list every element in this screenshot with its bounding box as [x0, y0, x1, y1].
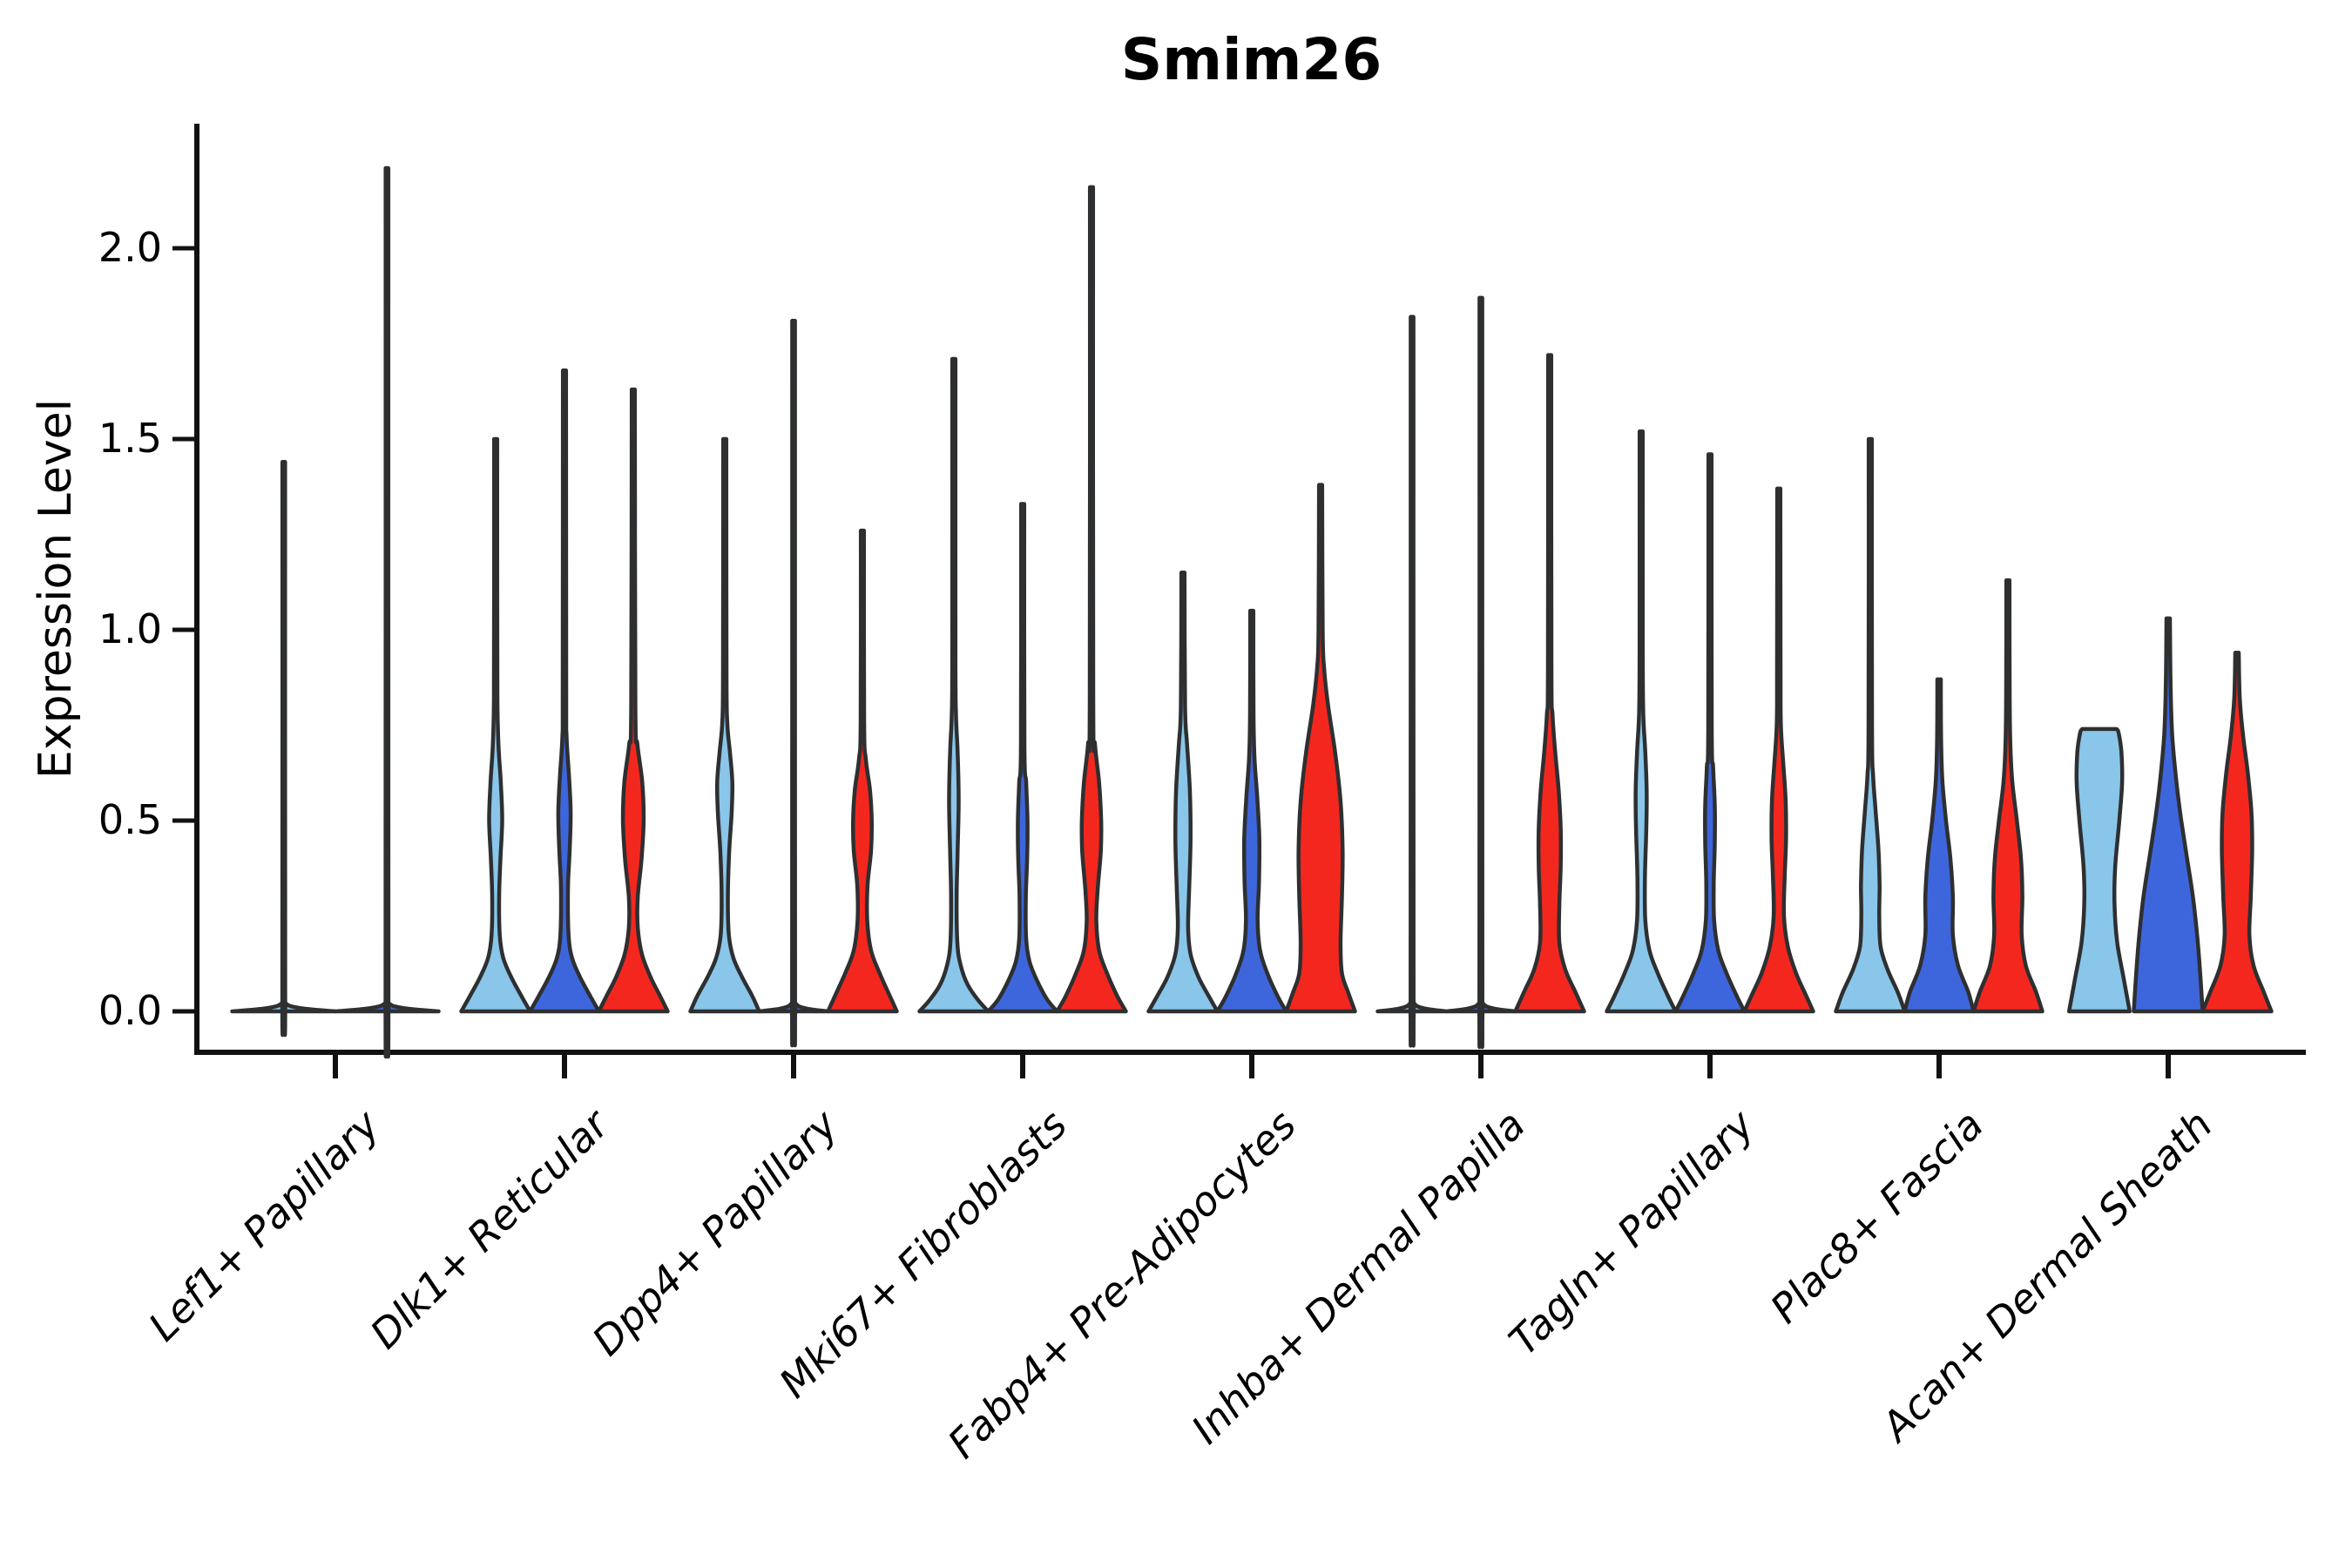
violin-royal_blue-plac8: [1903, 677, 1976, 1014]
y-tick-label: 1.0: [98, 605, 162, 652]
violin-red-plac8: [1971, 578, 2044, 1014]
violin-red-inhba: [1513, 353, 1586, 1014]
violin-red-mki67: [1055, 185, 1128, 1014]
violin-light_blue-inhba: [1375, 314, 1449, 1048]
violin-red-fabp4: [1284, 483, 1357, 1014]
violin-light_blue-plac8: [1834, 436, 1907, 1014]
violin-royal_blue-mki67: [986, 502, 1059, 1014]
violin-red-dlk1: [597, 387, 670, 1014]
violin-royal_blue-dpp4: [757, 318, 830, 1048]
violin-light_blue-dlk1: [459, 436, 532, 1014]
y-tick-label: 0.5: [98, 796, 162, 843]
violin-red-dpp4: [826, 528, 899, 1014]
violin-royal_blue-inhba: [1444, 295, 1517, 1050]
violin-light_blue-mki67: [917, 356, 990, 1014]
y-tick-label: 0.0: [98, 987, 162, 1034]
y-tick-label: 2.0: [98, 224, 162, 271]
violin-light_blue-lef1: [230, 460, 338, 1037]
violin-royal_blue-acan: [2132, 616, 2205, 1014]
violin-red-tagln: [1742, 486, 1815, 1014]
chart-title: Smim26: [1120, 26, 1382, 93]
violin-light_blue-dpp4: [688, 436, 761, 1014]
violin-royal_blue-tagln: [1673, 452, 1747, 1014]
violin-light_blue-acan: [2066, 727, 2132, 1014]
violin-light_blue-fabp4: [1146, 571, 1220, 1014]
violin-red-acan: [2200, 651, 2274, 1014]
violin-light_blue-tagln: [1605, 429, 1678, 1014]
y-tick-label: 1.5: [98, 415, 162, 462]
violin-royal_blue-fabp4: [1215, 608, 1288, 1014]
violin-royal_blue-lef1: [333, 166, 441, 1059]
violin-royal_blue-dlk1: [528, 368, 601, 1014]
